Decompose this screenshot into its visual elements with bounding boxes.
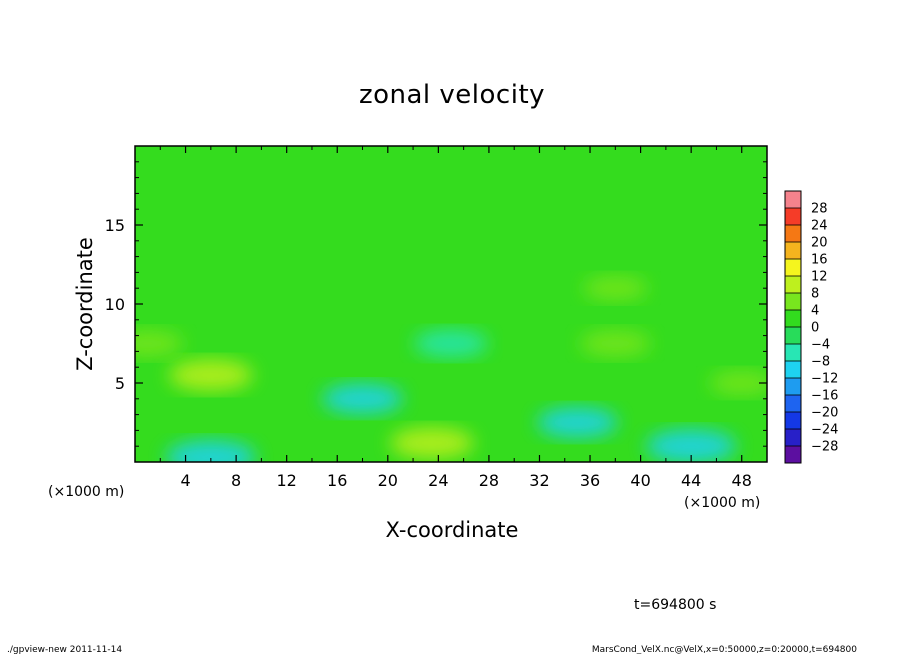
field-feature-4: [537, 407, 618, 438]
x-tick-label: 12: [277, 471, 297, 490]
x-tick-label: 20: [378, 471, 398, 490]
field-feature-1: [390, 427, 475, 460]
colorbar: 28 24 20 16 12 8 4 0 −4 −8 −12 −16 −20 −24 −28: [784, 190, 838, 464]
x-tick-label: 28: [479, 471, 499, 490]
colorbar-label: −20: [811, 406, 838, 421]
y-tick-label: 10: [105, 295, 125, 314]
y-axis: 5 10 15: [105, 161, 767, 447]
plot-area: [134, 145, 768, 463]
footer-left: ./gpview-new 2011-11-14: [7, 645, 122, 654]
colorbar-label: 0: [811, 321, 819, 336]
x-tick-label: 40: [630, 471, 650, 490]
x-tick-label: 16: [327, 471, 347, 490]
colorbar-segment: [785, 191, 801, 209]
colorbar-segment: [785, 395, 801, 413]
colorbar-label: −28: [811, 440, 838, 455]
field-feature-5: [645, 429, 737, 462]
x-tick-label: 48: [732, 471, 752, 490]
field-feature-9: [582, 275, 648, 301]
x-tick-label: 24: [428, 471, 448, 490]
x-axis-label: X-coordinate: [386, 518, 519, 542]
x-tick-label: 4: [180, 471, 190, 490]
field-background: [135, 146, 767, 462]
colorbar-segment: [785, 327, 801, 345]
field-feature-7: [579, 329, 651, 358]
colorbar-label: 24: [811, 219, 828, 234]
field-feature-3: [413, 329, 489, 358]
colorbar-segment: [785, 276, 801, 294]
colorbar-segment: [785, 242, 801, 260]
time-annotation: t=694800 s: [634, 597, 716, 613]
chart-title: zonal velocity: [359, 80, 545, 110]
field-feature-0: [168, 359, 253, 392]
colorbar-segment: [785, 412, 801, 430]
colorbar-label: −4: [811, 338, 830, 353]
x-axis: 4 8 12 16 20 24 28 32 36 40 44 48: [159, 146, 752, 490]
colorbar-label: 20: [811, 236, 828, 251]
field-features: [135, 275, 767, 462]
colorbar-segment: [785, 344, 801, 362]
y-tick-label: 5: [115, 374, 125, 393]
colorbar-segment: [785, 361, 801, 379]
colorbar-label: −8: [811, 355, 830, 370]
colorbar-segment: [785, 208, 801, 226]
footer-right: MarsCond_VelX.nc@VelX,x=0:50000,z=0:2000…: [592, 645, 857, 654]
colorbar-label: −12: [811, 372, 838, 387]
x-unit-label-right: (×1000 m): [684, 495, 760, 511]
x-tick-label: 36: [580, 471, 600, 490]
colorbar-label: 8: [811, 287, 819, 302]
x-unit-label-left: (×1000 m): [48, 484, 124, 500]
field-feature-6: [165, 440, 257, 462]
colorbar-label: 4: [811, 304, 819, 319]
colorbar-segment: [785, 446, 801, 464]
colorbar-label: 16: [811, 253, 828, 268]
colorbar-segment: [785, 378, 801, 396]
colorbar-segment: [785, 259, 801, 277]
x-tick-label: 32: [529, 471, 549, 490]
field-feature-8: [135, 329, 184, 358]
colorbar-label: −16: [811, 389, 838, 404]
colorbar-segment: [785, 310, 801, 328]
field-feature-2: [322, 383, 403, 415]
colorbar-segment: [785, 293, 801, 311]
colorbar-segment: [785, 429, 801, 447]
colorbar-label: −24: [811, 423, 838, 438]
x-tick-label: 8: [231, 471, 241, 490]
colorbar-label: 28: [811, 202, 828, 217]
y-axis-label: Z-coordinate: [73, 237, 97, 371]
x-tick-label: 44: [681, 471, 701, 490]
field-feature-10: [709, 370, 767, 396]
y-tick-label: 15: [105, 216, 125, 235]
colorbar-segment: [785, 225, 801, 243]
colorbar-label: 12: [811, 270, 828, 285]
